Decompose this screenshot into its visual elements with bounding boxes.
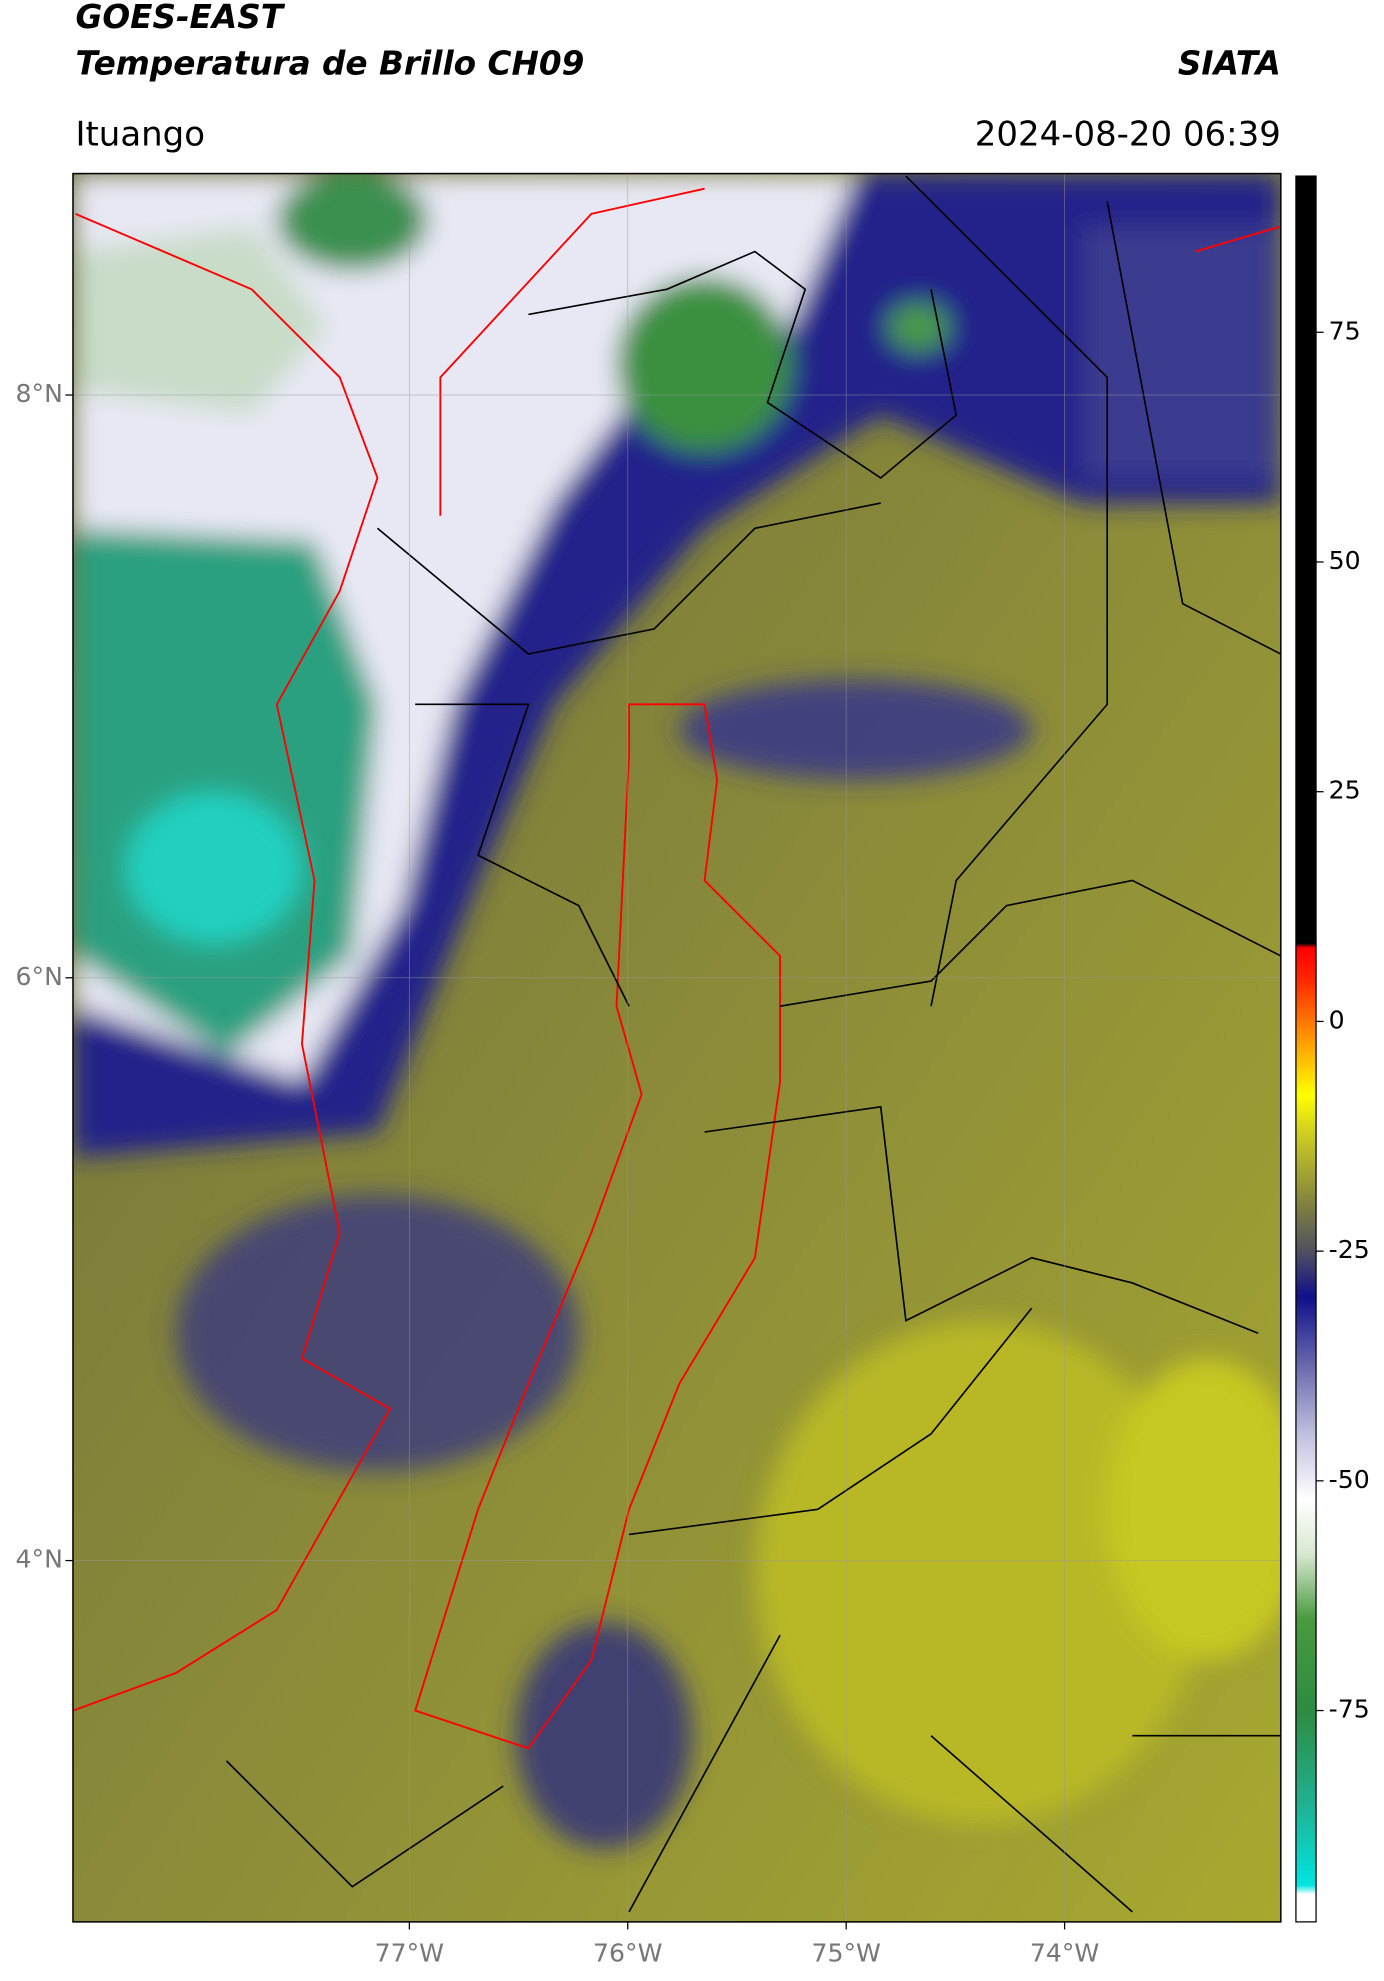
colorbar-tick-label: 25 [1329, 776, 1361, 805]
y-tick-label: 8°N [16, 379, 63, 408]
colorbar-tick-label: -75 [1329, 1695, 1370, 1724]
x-tick-label: 74°W [1030, 1939, 1100, 1968]
colorbar-tick-label: -25 [1329, 1235, 1370, 1264]
y-tick-label: 4°N [16, 1545, 63, 1574]
colorbar-tick-label: 75 [1329, 316, 1361, 345]
satellite: GOES-EAST [75, 0, 285, 36]
graticule [72, 173, 1281, 1922]
datetime: 2024-08-20 06:39 [975, 114, 1281, 154]
product: Temperatura de Brillo CH09 [75, 44, 584, 82]
x-tick-label: 75°W [811, 1939, 881, 1968]
colorbar-tick-label: 50 [1329, 546, 1361, 575]
source: SIATA [1178, 44, 1281, 82]
x-tick-label: 77°W [375, 1939, 445, 1968]
colorbar-tick-label: 0 [1329, 1005, 1345, 1034]
map-frame [72, 172, 1282, 1923]
x-tick-label: 76°W [593, 1939, 663, 1968]
map-image [72, 173, 1281, 1922]
region: Ituango [75, 114, 205, 154]
y-tick-label: 6°N [16, 962, 63, 991]
colorbar [1295, 175, 1317, 1923]
colorbar-tick-label: -50 [1329, 1465, 1370, 1494]
